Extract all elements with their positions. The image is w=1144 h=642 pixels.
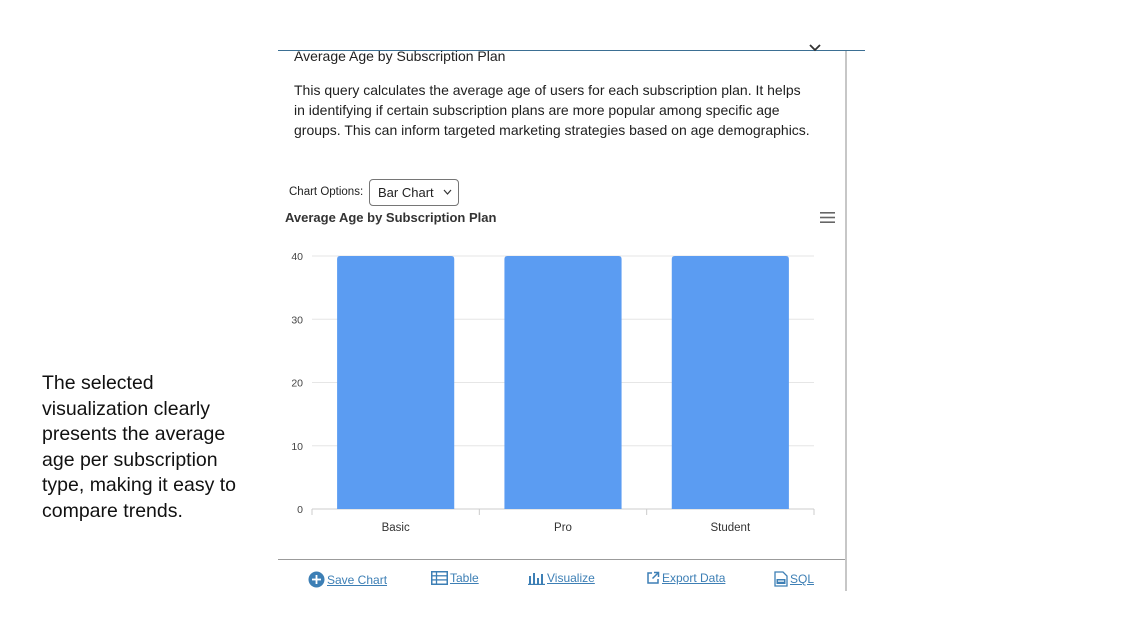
visualize-button[interactable]: Visualize [528, 571, 595, 585]
table-button[interactable]: Table [431, 571, 479, 585]
bar-student [671, 256, 789, 509]
x-tick-label: Student [711, 522, 751, 534]
table-icon [431, 571, 448, 585]
export-data-label: Export Data [662, 571, 726, 585]
bar-pro [504, 256, 622, 509]
select-chevron-icon [443, 189, 452, 195]
bar-chart-icon [528, 573, 545, 585]
chart-options-label: Chart Options: [289, 186, 364, 198]
panel-bottom-divider [278, 559, 845, 560]
external-link-icon [647, 571, 660, 584]
chart-type-selected-value: Bar Chart [378, 185, 434, 200]
y-tick-label: 30 [291, 314, 303, 326]
table-label: Table [450, 571, 479, 585]
chart-title: Average Age by Subscription Plan [285, 210, 497, 225]
y-tick-label: 10 [291, 441, 303, 453]
caption-text: The selected visualization clearly prese… [42, 372, 237, 522]
y-tick-label: 40 [291, 251, 303, 263]
x-tick-label: Pro [554, 522, 572, 534]
action-bar: Save Chart Table Visualize Export Data [278, 571, 845, 593]
query-result-panel [278, 50, 847, 591]
chevron-down-icon[interactable] [808, 43, 822, 53]
bar-chart: 0 10 20 30 40 Basic Pro Student [291, 251, 815, 534]
export-data-button[interactable]: Export Data [646, 571, 725, 585]
sql-file-icon [774, 571, 788, 587]
save-chart-label: Save Chart [327, 572, 388, 587]
sql-button[interactable]: SQL [774, 571, 814, 587]
query-description: This query calculates the average age of… [294, 82, 810, 138]
chart-type-select[interactable]: Bar Chart [369, 179, 459, 206]
save-chart-button[interactable]: Save Chart [308, 571, 387, 588]
x-tick-label: Basic [382, 522, 410, 534]
visualize-label: Visualize [547, 571, 595, 585]
panel-top-divider [278, 50, 865, 51]
card-title: Average Age by Subscription Plan [294, 48, 506, 64]
bar-basic [337, 256, 455, 509]
y-tick-label: 20 [291, 378, 303, 390]
hamburger-menu-icon[interactable] [820, 212, 835, 223]
sql-label: SQL [790, 572, 815, 586]
plus-circle-icon [308, 571, 325, 588]
y-tick-label: 0 [297, 504, 303, 516]
